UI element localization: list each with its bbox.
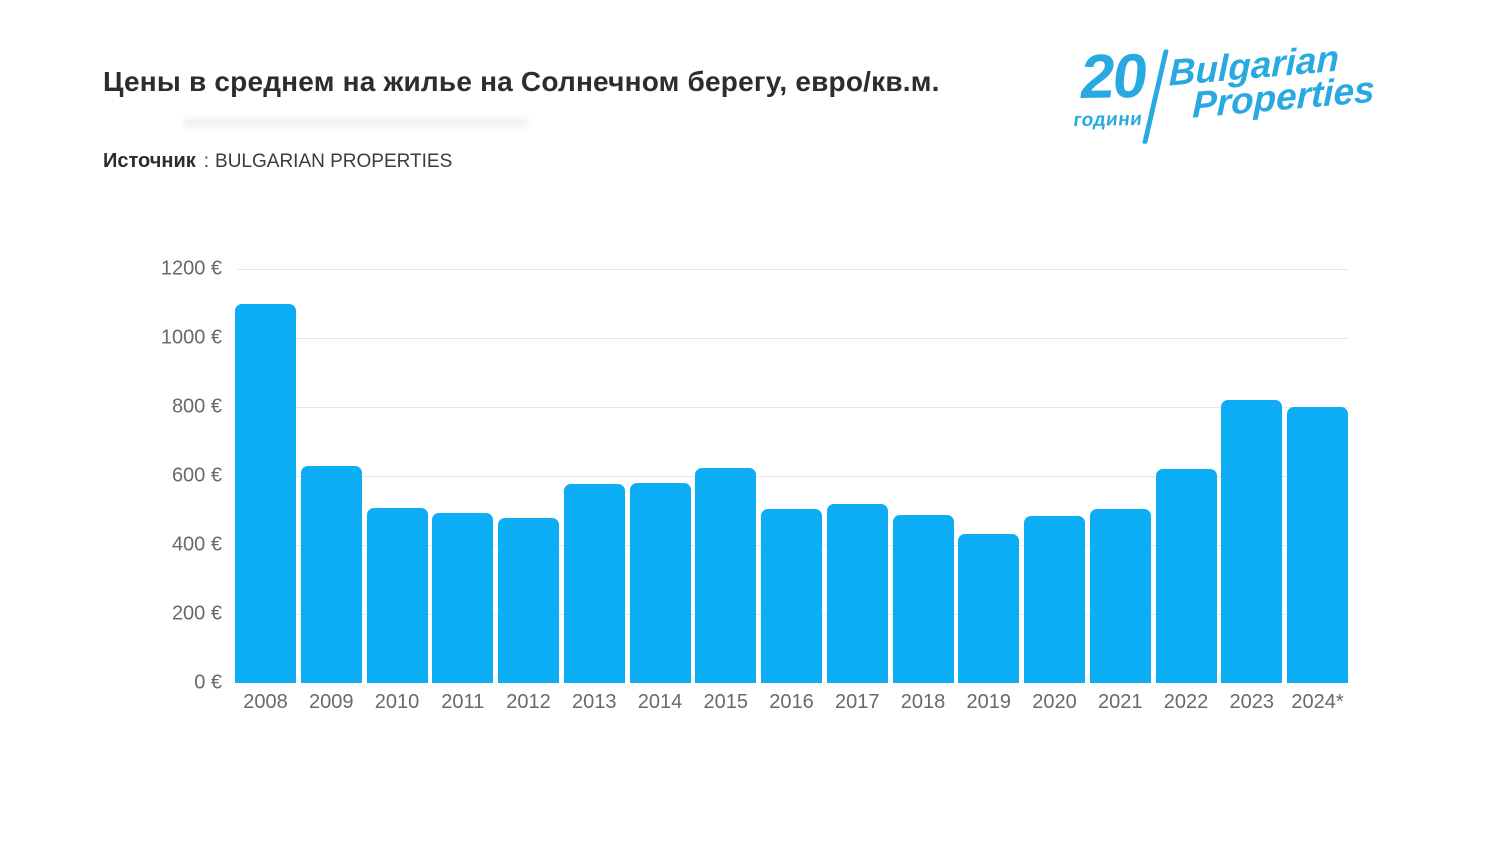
source-separator: : bbox=[203, 151, 210, 172]
bar-2018 bbox=[892, 515, 954, 683]
bar-2008 bbox=[235, 303, 296, 683]
gridline-1000 bbox=[237, 338, 1348, 339]
bar-2015 bbox=[695, 467, 757, 683]
x-tick-label-2009: 2009 bbox=[309, 691, 354, 713]
gridline-600 bbox=[237, 476, 1348, 477]
x-tick-label-2018: 2018 bbox=[900, 691, 946, 713]
logo-brand-block: Bulgarian Properties bbox=[1167, 38, 1375, 157]
x-tick-label-2023: 2023 bbox=[1229, 691, 1275, 713]
bar-2010 bbox=[366, 508, 428, 683]
gridline-1200 bbox=[237, 269, 1348, 270]
x-tick-label-2019: 2019 bbox=[966, 691, 1012, 713]
bar-2024 bbox=[1287, 407, 1348, 683]
x-tick-label-2022: 2022 bbox=[1163, 691, 1209, 713]
x-tick-label-2021: 2021 bbox=[1098, 691, 1143, 713]
bar-2017 bbox=[826, 503, 888, 683]
bulgarian-properties-logo: 20 години Bulgarian Properties bbox=[1072, 38, 1427, 151]
bar-2020 bbox=[1024, 515, 1085, 683]
y-tick-label-200: 200 € bbox=[171, 602, 222, 625]
x-tick-label-2017: 2017 bbox=[835, 691, 880, 713]
bar-2014 bbox=[629, 482, 691, 683]
faded-subtitle-artifact bbox=[183, 118, 528, 128]
y-tick-label-600: 600 € bbox=[171, 464, 222, 487]
y-tick-label-1000: 1000 € bbox=[160, 326, 222, 349]
y-axis: 0 € 200 € 400 € 600 € 800 € 1000 € 1200 € bbox=[100, 258, 222, 694]
bar-2019 bbox=[958, 533, 1020, 683]
bar-2022 bbox=[1155, 469, 1217, 683]
bar-2013 bbox=[563, 483, 625, 683]
x-tick-label-2016: 2016 bbox=[769, 691, 814, 713]
x-tick-label-2014: 2014 bbox=[637, 691, 683, 713]
source-line: Источник: BULGARIAN PROPERTIES bbox=[103, 150, 452, 173]
logo-anniversary-block: 20 години bbox=[1070, 41, 1151, 151]
source-value: BULGARIAN PROPERTIES bbox=[215, 151, 453, 172]
y-tick-label-800: 800 € bbox=[171, 395, 222, 418]
logo-anniversary-number: 20 bbox=[1076, 41, 1150, 113]
bar-2016 bbox=[761, 508, 822, 683]
page-title: Цены в среднем на жилье на Солнечном бер… bbox=[103, 66, 940, 97]
x-tick-label-2020: 2020 bbox=[1032, 691, 1077, 713]
bars-container bbox=[235, 269, 1348, 683]
x-tick-label-2011: 2011 bbox=[441, 691, 485, 713]
x-tick-label-2013: 2013 bbox=[572, 691, 617, 713]
bar-2011 bbox=[432, 512, 494, 683]
y-tick-label-1200: 1200 € bbox=[160, 257, 222, 280]
x-axis: 2008 2009 2010 2011 2012 2013 2014 2015 2016 2017… bbox=[235, 691, 1348, 714]
gridline-800 bbox=[237, 407, 1348, 408]
x-tick-label-2012: 2012 bbox=[506, 691, 551, 713]
bar-2021 bbox=[1089, 509, 1151, 683]
plot-area bbox=[235, 269, 1348, 683]
x-tick-label-2008: 2008 bbox=[243, 691, 288, 713]
bar-2023 bbox=[1221, 400, 1283, 683]
x-tick-label-2010: 2010 bbox=[374, 691, 420, 713]
bar-2009 bbox=[300, 465, 362, 683]
x-tick-label-2024: 2024* bbox=[1291, 691, 1344, 713]
y-tick-label-0: 0 € bbox=[194, 671, 222, 694]
bar-2012 bbox=[498, 518, 559, 683]
logo-anniversary-word: години bbox=[1072, 108, 1144, 132]
x-tick-label-2015: 2015 bbox=[703, 691, 749, 713]
source-label: Источник bbox=[103, 150, 196, 172]
y-tick-label-400: 400 € bbox=[171, 533, 222, 556]
